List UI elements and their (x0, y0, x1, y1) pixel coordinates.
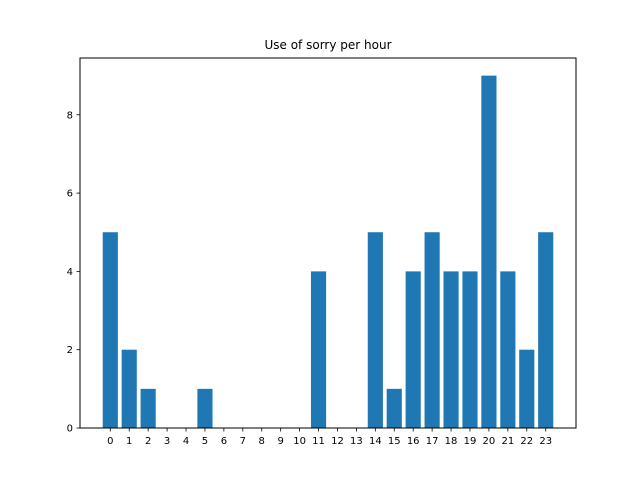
x-tick-label: 2 (145, 436, 151, 447)
x-tick-label: 22 (520, 436, 533, 447)
bar-hour-16 (405, 271, 421, 428)
x-tick-label: 7 (240, 436, 246, 447)
x-tick-label: 4 (183, 436, 189, 447)
bar-hour-18 (443, 271, 459, 428)
y-tick-label: 6 (67, 189, 73, 200)
x-tick-label: 20 (483, 436, 496, 447)
y-tick-label: 4 (67, 267, 73, 278)
bar-hour-15 (386, 388, 402, 428)
x-tick-label: 3 (164, 436, 170, 447)
bar-hour-1 (121, 349, 137, 428)
x-tick-label: 21 (501, 436, 514, 447)
bar-hour-2 (140, 388, 156, 428)
y-tick-label: 2 (67, 345, 73, 356)
x-tick-label: 11 (312, 436, 325, 447)
x-axis: 0 1 2 3 4 5 6 7 8 9 10 11 12 13 14 15 16 17 18 19 20 21 22 23 (107, 428, 552, 447)
bar-hour-17 (424, 232, 440, 428)
x-tick-label: 13 (350, 436, 363, 447)
bar-hour-22 (519, 349, 535, 428)
x-tick-label: 10 (293, 436, 306, 447)
x-tick-label: 15 (388, 436, 401, 447)
x-tick-label: 5 (202, 436, 208, 447)
y-tick-label: 8 (67, 110, 73, 121)
bar-hour-23 (538, 232, 554, 428)
bar-hour-0 (102, 232, 118, 428)
chart-title: Use of sorry per hour (264, 38, 391, 52)
bar-hour-21 (500, 271, 516, 428)
x-tick-label: 18 (445, 436, 458, 447)
bar-hour-19 (462, 271, 478, 428)
y-tick-label: 0 (67, 424, 73, 435)
bar-hour-14 (367, 232, 383, 428)
bars-group (102, 75, 554, 428)
y-axis: 0 2 4 6 8 (67, 110, 80, 435)
x-tick-label: 12 (331, 436, 344, 447)
x-tick-label: 23 (539, 436, 552, 447)
x-tick-label: 16 (407, 436, 420, 447)
x-tick-label: 6 (221, 436, 227, 447)
bar-hour-20 (481, 75, 497, 428)
x-tick-label: 1 (126, 436, 132, 447)
bar-hour-11 (310, 271, 327, 428)
x-tick-label: 14 (369, 436, 382, 447)
x-tick-label: 9 (277, 436, 283, 447)
x-tick-label: 19 (464, 436, 477, 447)
x-tick-label: 8 (259, 436, 265, 447)
x-tick-label: 17 (426, 436, 439, 447)
x-tick-label: 0 (107, 436, 113, 447)
bar-hour-5 (197, 388, 213, 428)
plot-frame (79, 57, 577, 429)
